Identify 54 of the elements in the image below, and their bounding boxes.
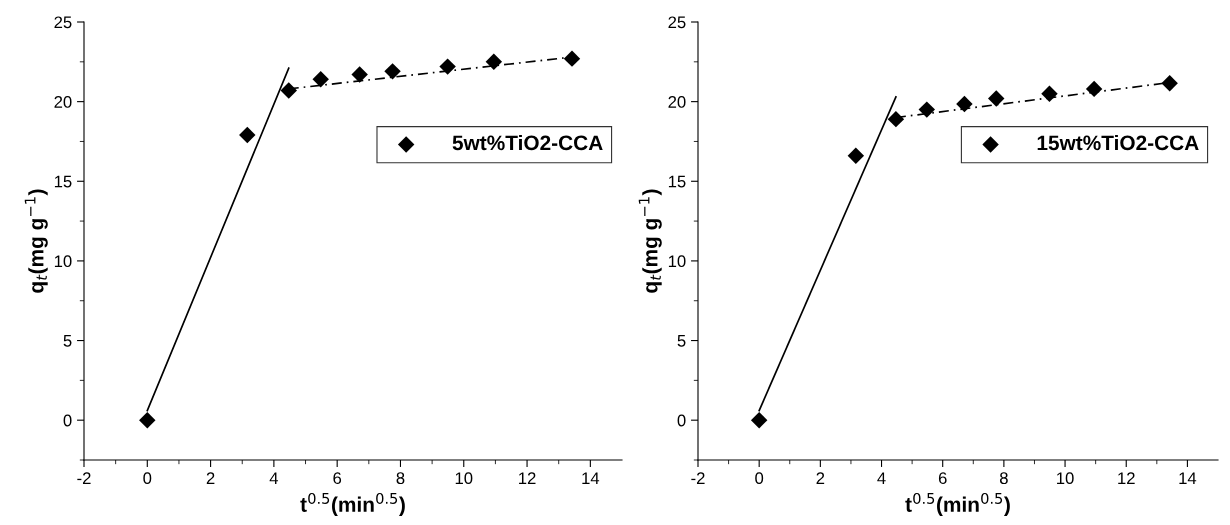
point [847,147,865,165]
point [956,95,973,113]
y-tick-label: 5 [677,335,686,347]
y-tick-label: 20 [668,96,686,108]
x-tick-label: 6 [938,472,947,485]
legend-label: 5wt%TiO2-CCA [452,134,603,151]
x-tick-label: 4 [269,472,279,484]
point [918,101,936,118]
point [351,66,368,83]
point [280,82,297,99]
y-tick-label: 5 [63,335,72,347]
legend-label: 15wt%TiO2-CCA [1037,134,1199,151]
point [563,50,581,67]
x-tick-label: 6 [333,472,342,485]
point [887,110,905,128]
y-tick-label: 25 [54,16,72,29]
y-tick-label: 10 [668,255,686,268]
point [384,63,401,80]
point [988,90,1005,107]
x-tick-label: 8 [396,472,405,485]
x-tick-label: 12 [1118,472,1135,484]
point [439,58,456,75]
y-tick-label: 15 [54,175,72,188]
x-tick-label: 12 [519,472,536,484]
point [1085,80,1103,98]
x-tick-label: 0 [755,472,764,485]
x-tick-label: 10 [455,472,473,485]
x-axis-title: t$^{0.5}$(min$^{0.5}$) [300,492,405,517]
x-tick-label: 2 [206,472,215,484]
y-tick-label: 25 [668,16,686,29]
y-tick-label: 15 [668,175,686,188]
x-tick-label: 4 [877,472,886,484]
x-tick-label: 14 [1179,472,1197,484]
point [239,126,256,144]
x-tick-label: -2 [691,472,705,484]
point [750,411,768,429]
y-tick-label: 20 [54,96,72,108]
x-tick-label: 2 [816,472,825,484]
x-tick-label: 14 [582,472,600,484]
point [139,411,156,429]
point [312,71,329,88]
x-tick-label: 0 [143,472,152,485]
y-axis-title: q$_{t}$(mg g$^{−1}$) [638,189,662,293]
point [1161,75,1178,92]
y-tick-label: 0 [677,414,686,427]
point [1041,85,1058,102]
x-tick-label: -2 [77,472,91,484]
x-tick-label: 10 [1057,472,1074,485]
y-tick-label: 0 [63,414,72,427]
x-tick-label: 8 [999,472,1008,485]
x-axis-title: t$^{0.5}$(min$^{0.5}$) [905,492,1010,517]
y-tick-label: 10 [54,255,72,268]
point [485,53,503,71]
y-axis-title: q$_{t}$(mg g$^{−1}$) [24,189,48,293]
